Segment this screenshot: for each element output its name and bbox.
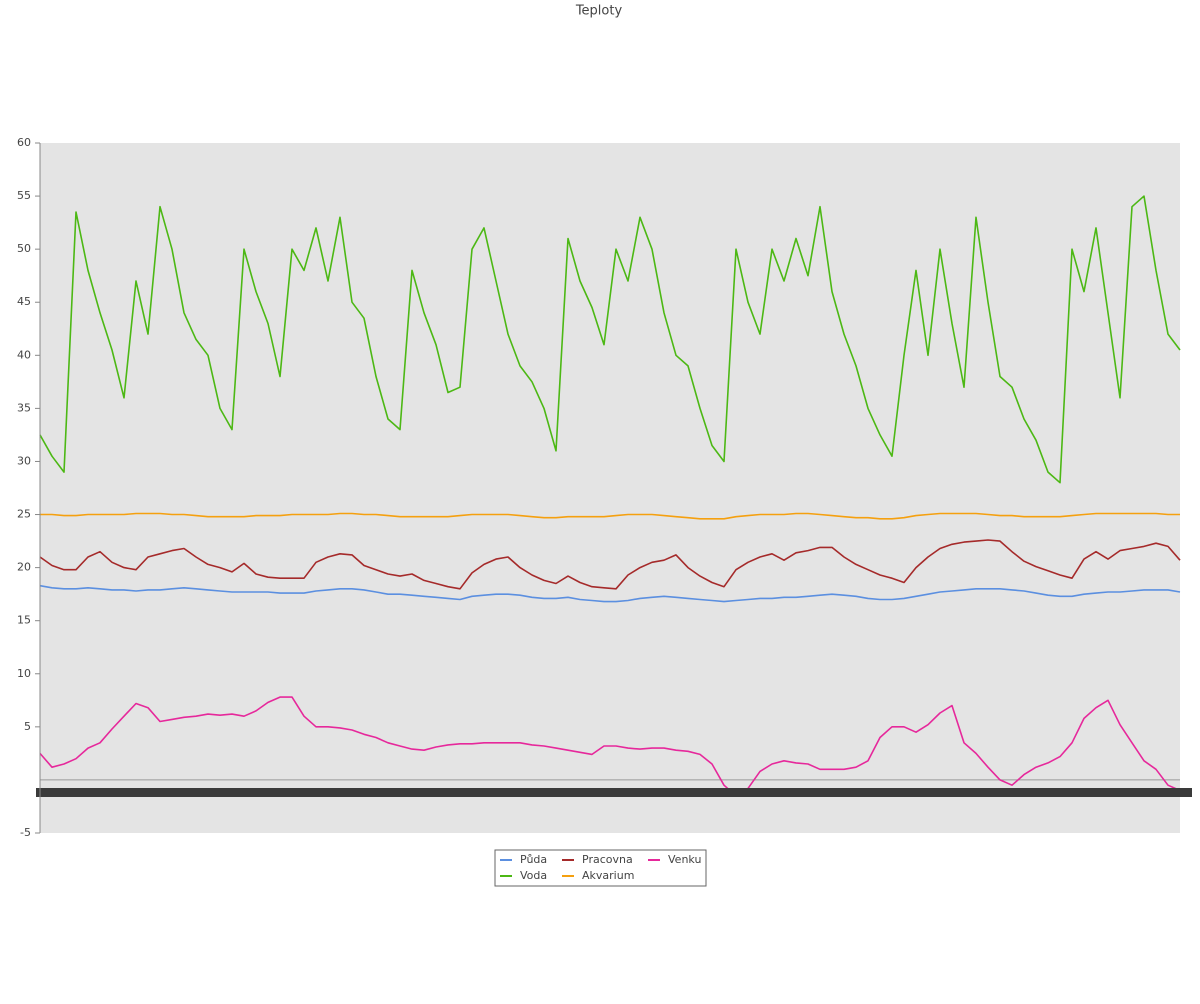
legend-label: Pracovna <box>582 853 633 866</box>
y-tick-label: 45 <box>17 295 31 308</box>
series-line <box>40 512 1180 520</box>
legend-label: Akvarium <box>582 869 634 882</box>
y-tick-label: 15 <box>17 614 31 627</box>
series-line <box>39 696 1181 797</box>
legend-label: Voda <box>520 869 547 882</box>
series-line <box>39 195 1181 484</box>
legend-box <box>494 849 707 887</box>
legend-label: Půda <box>520 853 547 866</box>
y-tick-label: 35 <box>17 401 31 414</box>
chart-title: Teploty <box>575 4 623 19</box>
y-tick-label: 20 <box>17 561 31 574</box>
y-tick-label: 55 <box>17 189 31 202</box>
y-tick-label: 30 <box>17 454 31 467</box>
legend-label: Venku <box>668 853 701 866</box>
y-axis-ticks: -5 5 10 15 20 25 30 35 40 45 50 55 60 <box>17 136 40 839</box>
y-tick-label: 25 <box>17 508 31 521</box>
series-line <box>39 584 1181 603</box>
y-tick-label: -5 <box>20 826 31 839</box>
x-axis-labels-overlap <box>36 788 1192 797</box>
legend: Půda Voda Pracovna Akvarium Venku <box>500 853 701 882</box>
y-tick-label: 50 <box>17 242 31 255</box>
y-tick-label: 40 <box>17 348 31 361</box>
lines <box>39 195 1181 797</box>
y-tick-label: 10 <box>17 667 31 680</box>
y-tick-label: 5 <box>24 720 31 733</box>
plot-area <box>40 143 1180 833</box>
y-tick-label: 60 <box>17 136 31 149</box>
series-line <box>39 539 1181 590</box>
